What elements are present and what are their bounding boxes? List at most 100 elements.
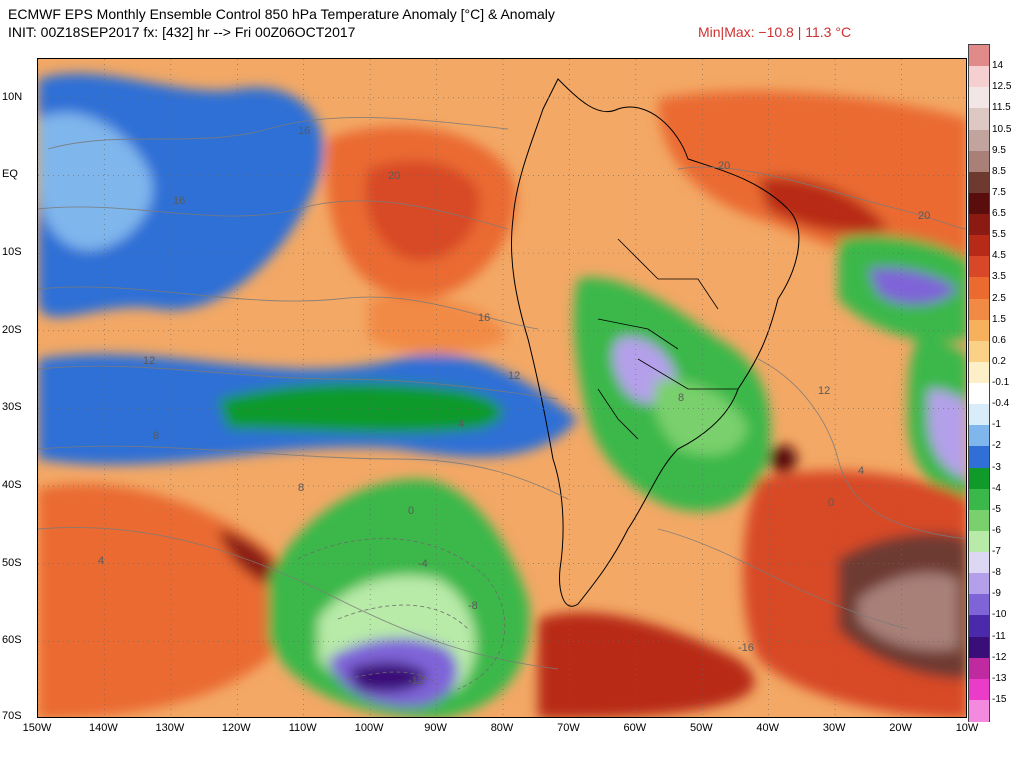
colorbar-label: 12.5: [992, 81, 1012, 93]
contour-label: 16: [478, 312, 490, 324]
contour-label: -16: [738, 642, 754, 654]
lon-label: 80W: [490, 722, 514, 734]
lon-label: 30W: [822, 722, 846, 734]
colorbar-label: -11: [992, 630, 1006, 642]
colorbar: [968, 44, 990, 722]
lon-label: 60W: [623, 722, 647, 734]
colorbar-swatch: [969, 594, 989, 616]
colorbar-swatch: [969, 509, 989, 532]
lon-label: 150W: [22, 722, 52, 734]
chart-title: ECMWF EPS Monthly Ensemble Control 850 h…: [8, 6, 555, 22]
colorbar-swatch: [969, 573, 989, 595]
colorbar-swatch: [969, 150, 989, 173]
colorbar-swatch: [969, 171, 989, 194]
colorbar-swatch: [969, 530, 989, 553]
min-max-readout: Min|Max: −10.8 | 11.3 °C: [698, 24, 852, 40]
contour-label: 20: [388, 170, 400, 182]
colorbar-swatch: [969, 678, 989, 701]
colorbar-label: -9: [992, 588, 1001, 600]
colorbar-label: -0.1: [992, 377, 1010, 388]
lat-label: 10N: [2, 90, 23, 103]
lon-label: 100W: [354, 722, 384, 734]
colorbar-label: 2.5: [992, 292, 1006, 304]
contour-label: 20: [918, 210, 930, 222]
colorbar-label: 7.5: [992, 186, 1006, 198]
colorbar-label: 4.5: [992, 250, 1006, 262]
colorbar-swatch: [969, 657, 989, 680]
lat-label: EQ: [2, 168, 18, 181]
colorbar-swatch: [969, 256, 989, 278]
colorbar-swatch: [969, 699, 989, 722]
contour-label: 4: [98, 555, 104, 567]
country-borders: [597, 238, 738, 440]
colorbar-label: -10: [992, 609, 1007, 621]
colorbar-label: -7: [992, 546, 1001, 557]
colorbar-swatch: [969, 192, 989, 215]
colorbar-swatch: [969, 87, 989, 109]
contour-label: 4: [858, 465, 864, 477]
lat-label: 30S: [2, 401, 22, 414]
colorbar-label: 5.5: [992, 229, 1006, 241]
colorbar-label: -13: [992, 672, 1007, 684]
colorbar-swatch: [969, 235, 989, 257]
anomaly-map: 20 20 20 16 16 16 12 12 12 8 8 8 4 4 4 0 0 -4 -8 -12 -16: [37, 58, 967, 718]
colorbar-label: -15: [992, 693, 1007, 705]
colorbar-label: -12: [992, 651, 1007, 663]
lat-label: 20S: [2, 323, 22, 336]
colorbar-swatch: [969, 425, 989, 447]
lat-label: 70S: [2, 710, 22, 722]
lon-label: 90W: [424, 722, 447, 734]
contour-label: 16: [298, 125, 310, 137]
lat-label: 50S: [2, 556, 22, 569]
contour-label: 20: [718, 160, 730, 172]
colorbar-swatch: [969, 45, 989, 67]
colorbar-label: -2: [992, 440, 1001, 452]
colorbar-swatch: [969, 319, 989, 342]
map-canvas: 20 20 20 16 16 16 12 12 12 8 8 8 4 4 4 0 0 -4 -8 -12 -16: [38, 59, 966, 717]
lon-label: 130W: [155, 722, 185, 734]
graticule: [38, 59, 966, 717]
contour-label: 8: [298, 482, 304, 494]
colorbar-label: -0.4: [992, 398, 1010, 410]
colorbar-swatch: [969, 298, 989, 321]
colorbar-label: 8.5: [992, 165, 1006, 177]
contour-label-group: 20 20 20 16 16 16 12 12 12 8 8 8 4 4 4 0 0 -4 -8 -12 -16: [98, 125, 930, 687]
lon-label: 120W: [221, 722, 251, 734]
colorbar-swatch: [969, 214, 989, 236]
lon-label: 50W: [689, 722, 713, 734]
contour-label: -4: [418, 558, 428, 570]
contour-label: 8: [678, 392, 684, 404]
colorbar-swatch: [969, 552, 989, 574]
contour-label: 0: [408, 505, 414, 517]
colorbar-swatch: [969, 467, 989, 490]
colorbar-label: -5: [992, 503, 1001, 515]
colorbar-swatch: [969, 488, 989, 511]
lat-label: 60S: [2, 634, 22, 647]
lon-label: 10W: [955, 722, 979, 734]
lon-label: 140W: [89, 722, 118, 734]
lat-label: 40S: [2, 479, 22, 492]
colorbar-label: 9.5: [992, 144, 1006, 156]
colorbar-label: -3: [992, 461, 1001, 473]
colorbar-swatch: [969, 361, 989, 384]
contour-label: 8: [153, 430, 159, 442]
colorbar-label: 10.5: [992, 123, 1012, 135]
lat-label: 10S: [2, 246, 22, 259]
contour-label: 4: [458, 418, 464, 430]
colorbar-swatch: [969, 66, 989, 88]
colorbar-label: 0.2: [992, 355, 1006, 367]
colorbar-swatch: [969, 636, 989, 659]
colorbar-swatch: [969, 404, 989, 426]
negative-contour-lines: [297, 538, 506, 690]
lon-label: 40W: [756, 722, 780, 734]
colorbar-label: -4: [992, 482, 1001, 494]
init-forecast-line: INIT: 00Z18SEP2017 fx: [432] hr --> Fri …: [8, 24, 356, 40]
contour-label: 12: [818, 385, 830, 397]
lon-label: 110W: [288, 722, 317, 734]
colorbar-label: -6: [992, 524, 1001, 536]
colorbar-label: 14: [992, 60, 1004, 72]
contour-label: 0: [828, 497, 834, 509]
contour-label: -12: [408, 675, 424, 687]
contour-label: 16: [173, 195, 185, 207]
colorbar-swatch: [969, 129, 989, 152]
